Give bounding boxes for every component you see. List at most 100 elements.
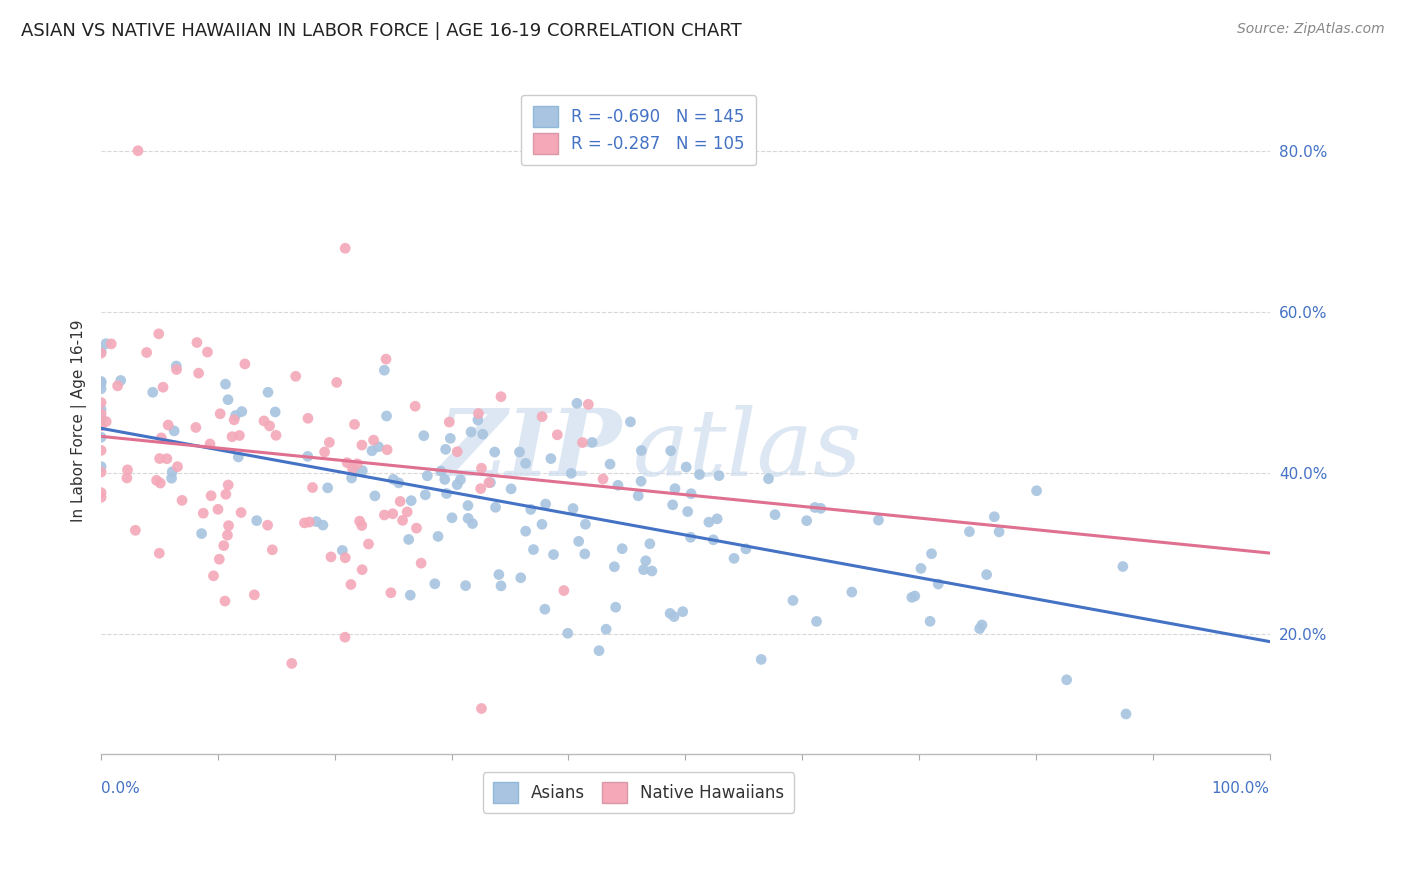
Point [749, 652, 772, 666]
Point [297, 411, 319, 425]
Point [416, 468, 439, 483]
Point [226, 450, 249, 464]
Point [557, 626, 579, 640]
Point [969, 622, 991, 636]
Point [910, 561, 932, 575]
Point [460, 425, 482, 439]
Point [688, 467, 710, 482]
Point [484, 500, 506, 515]
Point [217, 478, 239, 492]
Point [681, 487, 703, 501]
Point [612, 541, 634, 556]
Point [605, 600, 627, 615]
Point [519, 502, 541, 516]
Point [484, 445, 506, 459]
Point [197, 345, 219, 359]
Point [150, 431, 173, 445]
Point [316, 481, 339, 495]
Point [375, 409, 398, 423]
Point [375, 442, 398, 457]
Point [246, 514, 269, 528]
Point [983, 509, 1005, 524]
Point [124, 524, 146, 538]
Point [920, 615, 942, 629]
Point [382, 472, 405, 486]
Point [318, 435, 340, 450]
Point [325, 376, 347, 390]
Point [165, 359, 187, 373]
Point [90, 411, 112, 425]
Point [90, 376, 112, 390]
Point [380, 586, 402, 600]
Point [200, 489, 222, 503]
Point [391, 513, 413, 527]
Point [457, 511, 479, 525]
Point [841, 585, 863, 599]
Point [921, 547, 943, 561]
Point [630, 474, 652, 488]
Point [364, 489, 387, 503]
Point [297, 450, 319, 464]
Point [343, 417, 366, 432]
Point [723, 551, 745, 566]
Point [352, 563, 374, 577]
Point [157, 417, 180, 432]
Point [607, 478, 630, 492]
Point [217, 392, 239, 407]
Point [90, 430, 112, 444]
Point [233, 357, 256, 371]
Point [641, 564, 664, 578]
Point [430, 464, 453, 478]
Point [149, 451, 172, 466]
Text: ZIP: ZIP [437, 405, 621, 495]
Point [804, 500, 827, 515]
Point [198, 437, 221, 451]
Point [229, 506, 252, 520]
Point [90, 344, 112, 359]
Point [398, 533, 420, 547]
Point [314, 445, 336, 459]
Point [540, 451, 562, 466]
Point [90, 418, 112, 433]
Point [697, 515, 720, 529]
Point [488, 567, 510, 582]
Point [363, 433, 385, 447]
Point [543, 548, 565, 562]
Point [399, 493, 422, 508]
Point [335, 241, 357, 255]
Point [530, 517, 553, 532]
Point [470, 482, 492, 496]
Point [193, 506, 215, 520]
Point [96, 415, 118, 429]
Point [342, 461, 364, 475]
Point [659, 443, 682, 458]
Point [90, 395, 112, 409]
Point [142, 385, 165, 400]
Point [90, 443, 112, 458]
Point [633, 563, 655, 577]
Text: 0.0%: 0.0% [101, 780, 139, 796]
Text: atlas: atlas [633, 405, 862, 495]
Point [305, 515, 328, 529]
Point [224, 413, 246, 427]
Point [156, 451, 179, 466]
Point [228, 428, 250, 442]
Point [115, 471, 138, 485]
Point [454, 579, 477, 593]
Point [148, 546, 170, 560]
Y-axis label: In Labor Force | Age 16-19: In Labor Force | Age 16-19 [72, 319, 87, 522]
Point [531, 409, 554, 424]
Point [562, 501, 585, 516]
Point [439, 431, 461, 445]
Point [350, 518, 373, 533]
Point [336, 456, 359, 470]
Point [264, 428, 287, 442]
Point [470, 461, 492, 475]
Point [501, 482, 523, 496]
Point [90, 375, 112, 389]
Point [257, 385, 280, 400]
Point [707, 468, 730, 483]
Point [927, 577, 949, 591]
Point [148, 326, 170, 341]
Point [676, 505, 699, 519]
